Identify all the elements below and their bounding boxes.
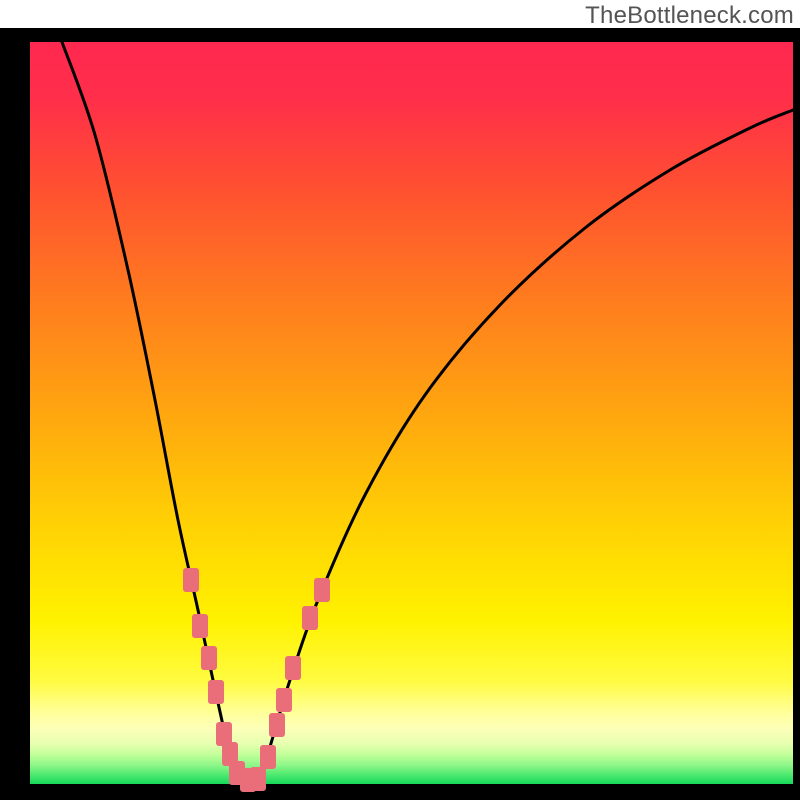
data-marker <box>269 713 285 737</box>
data-marker <box>302 606 318 630</box>
data-marker <box>183 568 199 592</box>
bottleneck-curve <box>0 0 800 800</box>
data-marker <box>276 688 292 712</box>
data-marker <box>260 745 276 769</box>
data-marker <box>208 680 224 704</box>
chart-frame: TheBottleneck.com <box>0 0 800 800</box>
data-marker <box>314 578 330 602</box>
data-marker <box>285 656 301 680</box>
data-marker <box>201 646 217 670</box>
data-marker <box>192 614 208 638</box>
attribution-label: TheBottleneck.com <box>585 2 794 30</box>
data-marker <box>250 767 266 791</box>
